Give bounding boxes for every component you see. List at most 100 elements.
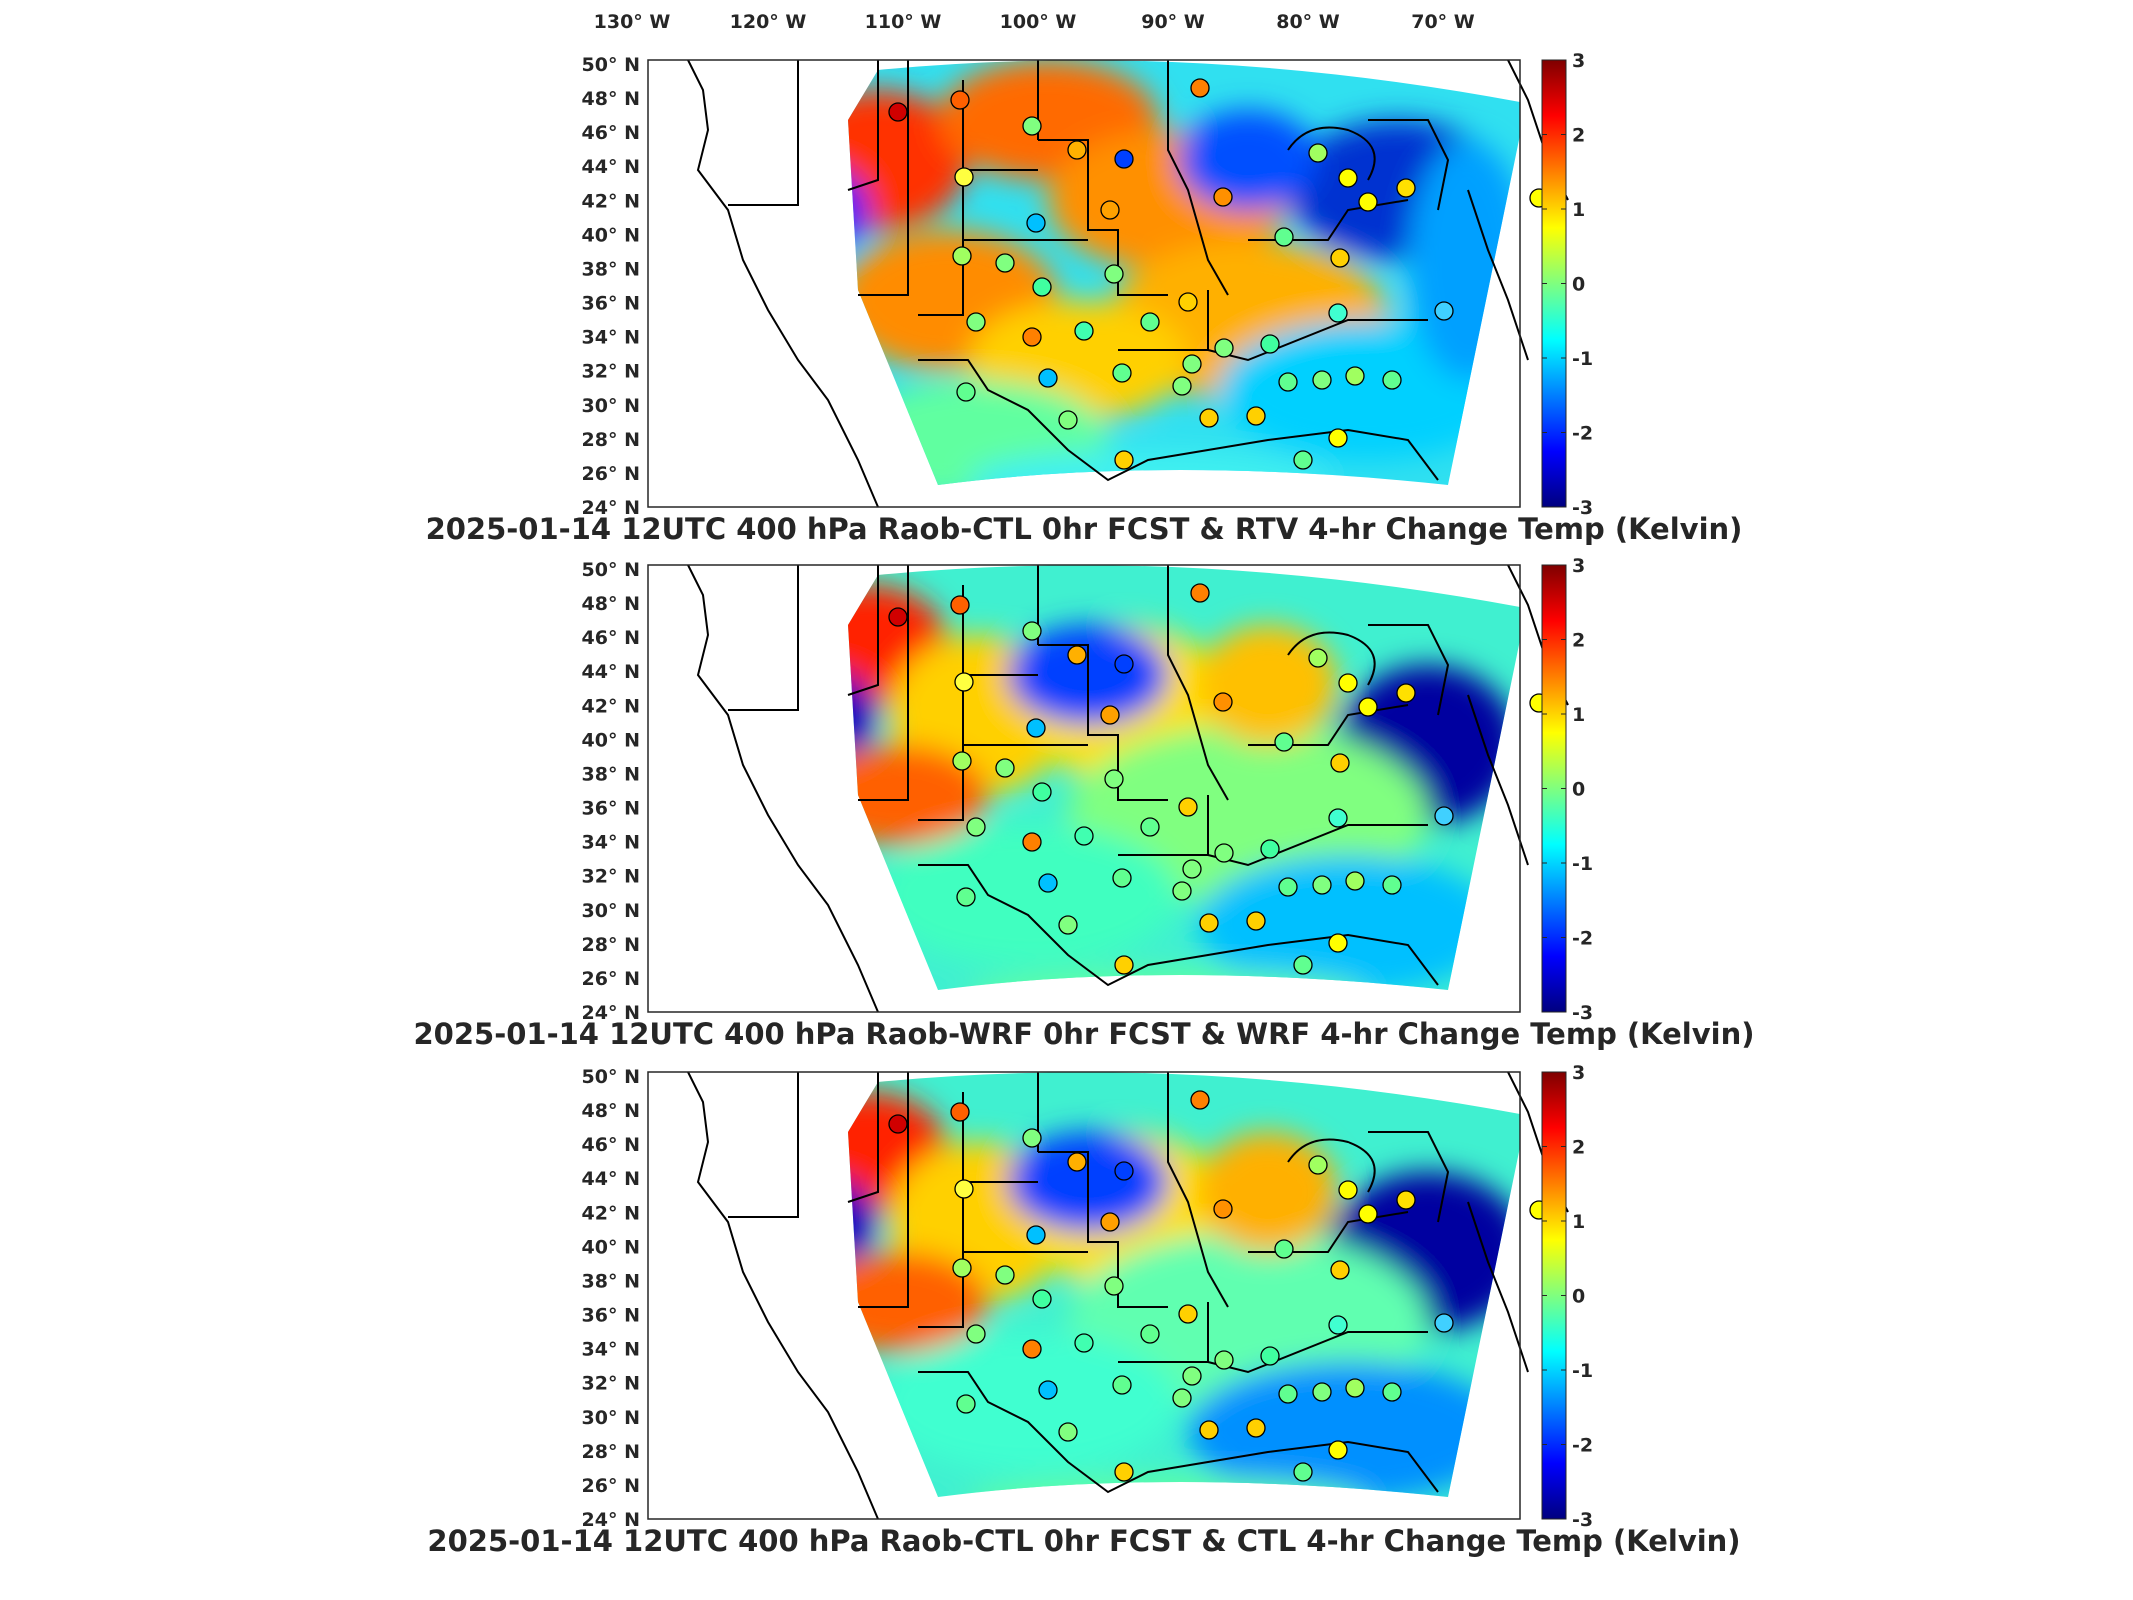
raob-station-marker (888, 607, 908, 627)
raob-station-marker (966, 312, 986, 332)
raob-station-marker (1213, 692, 1233, 712)
lat-label: 42° N (582, 1202, 640, 1224)
raob-station-marker (956, 887, 976, 907)
raob-station-marker (1032, 1289, 1052, 1309)
temperature-field (848, 60, 1520, 485)
raob-station-marker (1246, 1418, 1266, 1438)
raob-station-marker (1022, 832, 1042, 852)
lat-label: 30° N (582, 395, 640, 417)
colorbar-tick-label: -2 (1572, 423, 1593, 445)
colorbar-tick-label: 0 (1572, 274, 1585, 296)
raob-station-marker (1330, 1260, 1350, 1280)
lat-label: 38° N (582, 763, 640, 785)
raob-station-marker (1182, 1366, 1202, 1386)
lat-label: 42° N (582, 695, 640, 717)
lon-label: 120° W (730, 11, 807, 33)
colorbar-tick-label: 3 (1572, 50, 1585, 72)
raob-station-marker (1396, 178, 1416, 198)
colorbar: 3 2 1 0 -1 -2 -3 (1541, 555, 1593, 1024)
raob-station-marker (954, 1179, 974, 1199)
lat-label: 42° N (582, 190, 640, 212)
raob-station-marker (1199, 1420, 1219, 1440)
raob-station-marker (1104, 264, 1124, 284)
colorbar-tick-label: -2 (1572, 928, 1593, 950)
raob-station-marker (1038, 1380, 1058, 1400)
lat-label: 50° N (582, 559, 640, 581)
raob-station-marker (1330, 248, 1350, 268)
raob-station-marker (1112, 868, 1132, 888)
lat-label: 30° N (582, 1407, 640, 1429)
colorbar-tick-label: -2 (1572, 1435, 1593, 1457)
raob-station-marker (1100, 1212, 1120, 1232)
raob-station-marker (1260, 1346, 1280, 1366)
raob-station-marker (952, 1258, 972, 1278)
colorbar-tick-label: 1 (1572, 199, 1585, 221)
colorbar-tick-label: -3 (1572, 497, 1593, 519)
raob-station-marker (1358, 697, 1378, 717)
lat-label: 50° N (582, 54, 640, 76)
raob-station-marker (1396, 1190, 1416, 1210)
raob-station-marker (1434, 806, 1454, 826)
raob-station-marker (1112, 363, 1132, 383)
raob-station-marker (1260, 839, 1280, 859)
lat-label: 26° N (582, 463, 640, 485)
raob-station-marker (1328, 428, 1348, 448)
lat-label: 50° N (582, 1066, 640, 1088)
lat-label: 48° N (582, 593, 640, 615)
raob-station-marker (1434, 301, 1454, 321)
lat-labels: 50° N 48° N 46° N 44° N 42° N 40° N 38° N 36° N… (582, 1066, 640, 1531)
raob-station-marker (1345, 871, 1365, 891)
lat-label: 46° N (582, 627, 640, 649)
raob-station-marker (1312, 370, 1332, 390)
raob-station-marker (1067, 645, 1087, 665)
raob-station-marker (1330, 753, 1350, 773)
raob-station-marker (1182, 859, 1202, 879)
colorbar-tick-label: -3 (1572, 1509, 1593, 1531)
raob-station-marker (1434, 1313, 1454, 1333)
lat-label: 30° N (582, 900, 640, 922)
colorbar: 3 2 1 0 -1 -2 -3 (1541, 50, 1593, 519)
colorbar: 3 2 1 0 -1 -2 -3 (1541, 1062, 1593, 1531)
raob-station-marker (1338, 168, 1358, 188)
lat-label: 36° N (582, 1305, 640, 1327)
lat-label: 34° N (582, 327, 640, 349)
raob-station-marker (1278, 877, 1298, 897)
lat-label: 28° N (582, 934, 640, 956)
raob-station-marker (1293, 955, 1313, 975)
raob-station-marker (1199, 408, 1219, 428)
lat-label: 32° N (582, 1373, 640, 1395)
raob-station-marker (1032, 277, 1052, 297)
raob-station-marker (995, 758, 1015, 778)
temperature-field (848, 565, 1520, 990)
raob-station-marker (1074, 1333, 1094, 1353)
raob-station-marker (1112, 1375, 1132, 1395)
raob-station-marker (1022, 327, 1042, 347)
panel-title: 2025-01-14 12UTC 400 hPa Raob-CTL 0hr FC… (426, 512, 1743, 546)
raob-station-marker (1308, 1155, 1328, 1175)
raob-station-marker (1246, 911, 1266, 931)
map-panels: 50° N 48° N 46° N 44° N 42° N 40° N 38° N 36° N… (413, 50, 1754, 1558)
raob-station-marker (1190, 583, 1210, 603)
lat-label: 48° N (582, 88, 640, 110)
map-axes-frame (647, 1071, 1521, 1520)
raob-station-marker (1328, 303, 1348, 323)
raob-station-marker (1026, 1225, 1046, 1245)
map-panel: 50° N 48° N 46° N 44° N 42° N 40° N 38° N 36° N… (426, 50, 1743, 546)
raob-station-marker (1058, 410, 1078, 430)
lat-label: 36° N (582, 798, 640, 820)
lon-label: 80° W (1276, 11, 1340, 33)
lat-label: 44° N (582, 661, 640, 683)
lat-label: 24° N (582, 1509, 640, 1531)
raob-station-marker (1274, 732, 1294, 752)
raob-station-marker (1328, 933, 1348, 953)
raob-station-marker (1382, 1382, 1402, 1402)
raob-station-marker (1114, 1161, 1134, 1181)
lat-label: 48° N (582, 1100, 640, 1122)
lat-label: 40° N (582, 224, 640, 246)
raob-station-marker (1114, 1462, 1134, 1482)
lon-label: 90° W (1141, 11, 1205, 33)
lat-label: 24° N (582, 1002, 640, 1024)
lon-label: 130° W (594, 11, 671, 33)
lat-label: 38° N (582, 1270, 640, 1292)
colorbar-tick-label: 2 (1572, 630, 1585, 652)
